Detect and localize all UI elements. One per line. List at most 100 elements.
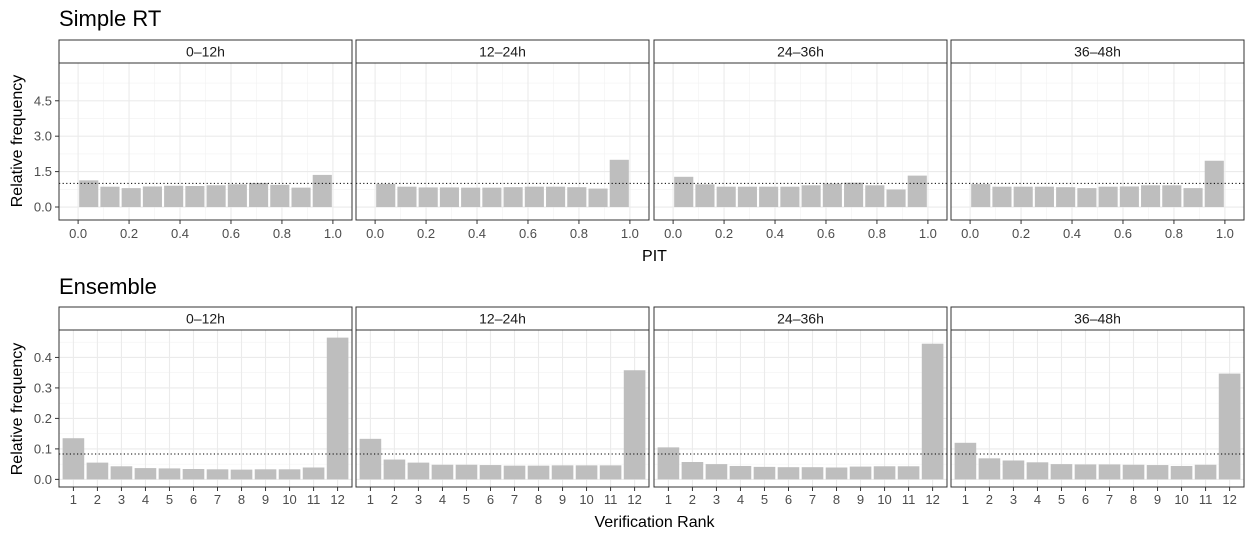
bar: [503, 187, 523, 208]
x-tick-label: 0.0: [961, 226, 979, 241]
bar: [291, 187, 311, 208]
x-tick-label: 5: [463, 492, 470, 507]
x-tick-label: 8: [238, 492, 245, 507]
bar: [921, 343, 944, 480]
bar: [729, 465, 752, 480]
bar: [801, 185, 821, 208]
bar: [575, 465, 598, 480]
x-tick-label: 0.6: [1114, 226, 1132, 241]
x-axis-label: Verification Rank: [594, 514, 715, 531]
bar: [992, 186, 1012, 208]
bar: [897, 466, 920, 480]
x-tick-label: 0.0: [69, 226, 87, 241]
bar: [1074, 464, 1097, 480]
panel-border: [653, 62, 948, 221]
x-tick-label: 5: [1058, 492, 1065, 507]
bar: [849, 466, 872, 480]
bar: [134, 468, 157, 480]
x-tick-label: 9: [857, 492, 864, 507]
x-tick-label: 7: [1106, 492, 1113, 507]
y-tick-label: 0.2: [34, 411, 52, 426]
bar: [524, 186, 544, 208]
bar: [1194, 464, 1217, 480]
bar: [158, 468, 181, 480]
panel-border: [58, 62, 353, 221]
x-tick-label: 10: [282, 492, 296, 507]
y-tick-label: 1.5: [34, 164, 52, 179]
chart-title: Simple RT: [59, 6, 161, 31]
bar: [599, 465, 622, 480]
y-tick-label: 0.0: [34, 200, 52, 215]
bar: [121, 188, 141, 208]
x-tick-label: 2: [986, 492, 993, 507]
bar: [954, 442, 977, 480]
bar: [142, 186, 162, 208]
x-tick-label: 1: [70, 492, 77, 507]
bar: [79, 180, 99, 208]
x-tick-label: 5: [166, 492, 173, 507]
facet-label: 0–12h: [186, 311, 225, 327]
x-tick-label: 0.0: [664, 226, 682, 241]
x-tick-label: 0.4: [1063, 226, 1081, 241]
bar: [359, 438, 382, 480]
x-tick-label: 3: [713, 492, 720, 507]
x-tick-label: 0.2: [120, 226, 138, 241]
bar: [674, 176, 694, 208]
facet-label: 36–48h: [1074, 311, 1121, 327]
x-tick-label: 4: [1034, 492, 1041, 507]
x-tick-label: 8: [1130, 492, 1137, 507]
bar: [439, 187, 459, 208]
x-tick-label: 9: [559, 492, 566, 507]
x-tick-label: 7: [511, 492, 518, 507]
bar: [1162, 185, 1182, 208]
bar: [164, 185, 184, 208]
bar: [551, 465, 574, 480]
panel-border: [355, 62, 650, 221]
bar: [825, 467, 848, 480]
x-tick-label: 10: [877, 492, 891, 507]
bar: [873, 466, 896, 480]
bar: [780, 186, 800, 208]
bar: [695, 184, 715, 208]
x-tick-label: 11: [902, 492, 916, 507]
x-tick-label: 8: [833, 492, 840, 507]
x-tick-label: 1.0: [621, 226, 639, 241]
bar: [326, 337, 349, 480]
bar: [978, 458, 1001, 480]
bar: [1056, 187, 1076, 208]
bar: [681, 462, 704, 480]
bar: [227, 184, 247, 208]
x-tick-label: 2: [391, 492, 398, 507]
x-tick-label: 11: [307, 492, 321, 507]
x-tick-label: 0.4: [766, 226, 784, 241]
bar: [1050, 464, 1073, 480]
bar: [822, 183, 842, 208]
bar: [479, 465, 502, 480]
facet-label: 12–24h: [479, 311, 526, 327]
bar: [482, 187, 502, 208]
bar: [1218, 373, 1241, 480]
facet-label: 24–36h: [777, 311, 824, 327]
bar: [759, 186, 779, 208]
x-tick-label: 3: [118, 492, 125, 507]
bar: [431, 464, 454, 480]
facet-label: 12–24h: [479, 44, 526, 60]
x-axis-label: PIT: [642, 248, 667, 265]
x-tick-label: 0.8: [273, 226, 291, 241]
x-tick-label: 1.0: [1216, 226, 1234, 241]
bar: [185, 186, 205, 208]
x-tick-label: 9: [262, 492, 269, 507]
x-tick-label: 0.6: [222, 226, 240, 241]
panel-border: [355, 329, 650, 488]
bar: [886, 189, 906, 208]
x-tick-label: 2: [689, 492, 696, 507]
bar: [407, 462, 430, 480]
x-tick-label: 12: [627, 492, 641, 507]
bar: [249, 182, 269, 208]
bar: [110, 466, 133, 480]
y-tick-label: 0.0: [34, 472, 52, 487]
bar: [62, 438, 85, 480]
x-tick-label: 8: [535, 492, 542, 507]
x-tick-label: 0.2: [1012, 226, 1030, 241]
